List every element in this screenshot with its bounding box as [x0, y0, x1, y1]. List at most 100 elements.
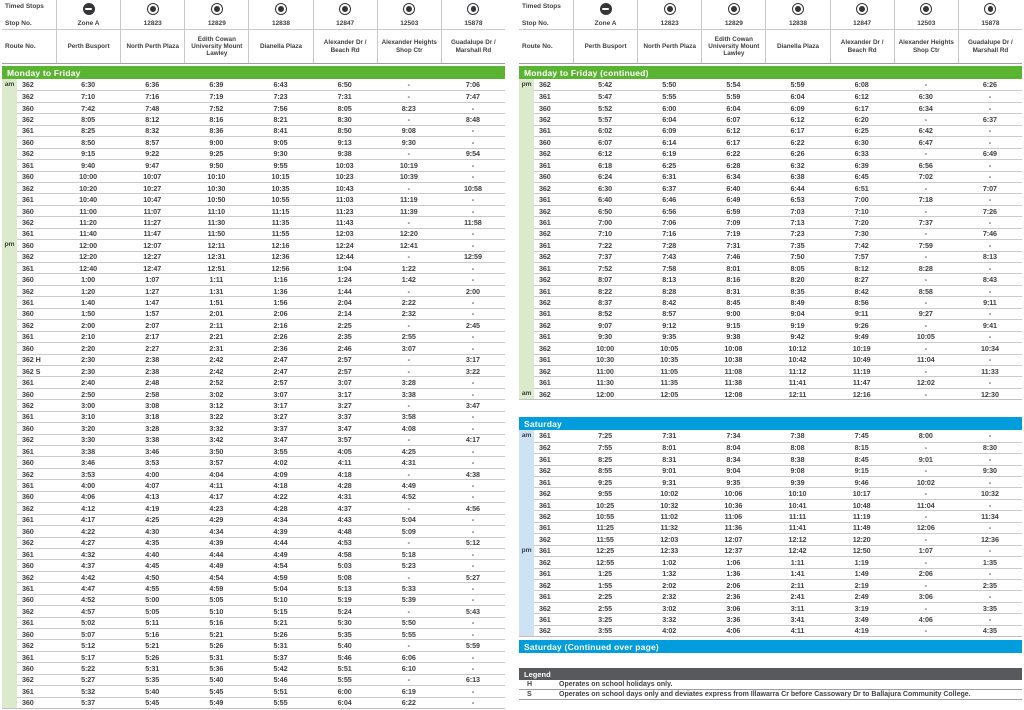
time-cell: 7:00 — [573, 216, 638, 227]
timetable-row: 361 9:30 9:35 9:38 9:42 9:49 10:05- — [519, 330, 1022, 343]
time-cell: 5:40 — [120, 685, 185, 696]
period-cell — [2, 136, 17, 148]
time-cell: 4:00 — [56, 479, 121, 490]
time-cell: 11:03 — [312, 193, 377, 204]
time-cell: 7:57 — [829, 250, 894, 262]
timetable-row: 362 7:10 7:16 7:19 7:23 7:31-7:47 — [2, 90, 505, 102]
time-cell: 1:25 — [573, 567, 638, 579]
stop-number-cell: 12847 — [313, 0, 377, 30]
time-cell: 3:36 — [701, 613, 766, 624]
stop-number: 12829 — [207, 20, 226, 27]
route-number-cell: 360 — [17, 136, 56, 147]
period-cell — [519, 601, 534, 614]
time-cell: 12:25 — [573, 544, 638, 556]
time-cell: 6:31 — [637, 170, 702, 182]
time-cell: 10:15 — [248, 170, 313, 182]
time-cell: 4:25 — [376, 445, 441, 456]
stop-column: Zone A Perth Busport — [56, 0, 121, 63]
time-cell: 8:48 — [440, 113, 505, 124]
route-number-cell: 361 — [17, 330, 56, 342]
time-cell: - — [988, 431, 992, 441]
time-cell: 2:25 — [573, 590, 638, 601]
time-cell: 1:20 — [56, 284, 121, 296]
stop-name: Alexander Dr / Beach Rd — [323, 39, 367, 54]
time-cell: 4:43 — [312, 513, 377, 525]
timetable-row: 361 5:02 5:11 5:16 5:21 5:30 5:50- — [2, 616, 505, 628]
time-cell: - — [957, 124, 1022, 136]
time-cell: - — [376, 90, 441, 101]
period-cell — [2, 479, 17, 491]
time-cell: 10:39 — [376, 170, 441, 182]
time-cell: 5:45 — [120, 696, 185, 708]
time-cell: 5:24 — [312, 605, 377, 616]
time-cell: 6:30 — [81, 80, 96, 90]
timetable-row: 362 6:12 6:19 6:22 6:26 6:33-6:49 — [519, 147, 1022, 160]
time-cell: 5:52 — [573, 101, 638, 113]
time-cell: - — [440, 696, 505, 708]
time-cell: 7:18 — [893, 193, 958, 204]
period-cell — [519, 376, 534, 388]
route-no-label: Route No. — [5, 43, 36, 50]
stop-number-cell: Zone A — [57, 0, 121, 30]
period-cell — [519, 136, 534, 148]
time-cell: 12:07 — [120, 239, 185, 250]
time-cell: 4:39 — [248, 525, 313, 536]
time-cell: 8:07 — [573, 273, 638, 284]
timetable-row: 362 11:55 12:03 12:07 12:12 12:20-12:36 — [519, 533, 1022, 545]
time-cell: 2:04 — [312, 296, 377, 307]
time-cell: 2:35 — [957, 578, 1022, 590]
time-cell: 8:27 — [829, 273, 894, 284]
time-cell: 10:20 — [56, 181, 121, 193]
time-cell: 11:34 — [957, 510, 1022, 521]
time-cell: - — [407, 80, 410, 90]
route-number-cell: 361 — [534, 476, 573, 487]
time-cell: 7:23 — [248, 90, 313, 101]
time-cell: 7:47 — [440, 90, 505, 101]
time-cell: 5:42 — [248, 662, 313, 673]
time-cell: 10:40 — [56, 193, 121, 204]
timetable-row: 361 3:38 3:46 3:50 3:55 4:05 4:25- — [2, 445, 505, 457]
stop-number: 12503 — [400, 20, 419, 27]
time-cell: 3:38 — [120, 433, 185, 445]
route-number-cell: 362 — [534, 113, 573, 124]
time-cell: 8:34 — [701, 453, 766, 464]
time-cell: 10:27 — [120, 181, 185, 193]
time-cell: 3:41 — [765, 613, 830, 624]
stop-name-cell: Dianella Plaza — [249, 30, 312, 63]
time-cell: 7:48 — [120, 101, 185, 113]
time-cell: 3:53 — [120, 456, 185, 467]
period-cell — [519, 330, 534, 343]
time-cell: 7:43 — [637, 250, 702, 262]
timed-stop-icon — [403, 3, 416, 15]
time-cell: 6:19 — [376, 685, 441, 696]
time-cell: 12:16 — [248, 239, 313, 250]
timetable-row: 361 1:40 1:47 1:51 1:56 2:04 2:22- — [2, 296, 505, 308]
period-cell — [2, 250, 17, 262]
route-number-cell: 361 — [17, 445, 56, 456]
period-cell — [2, 536, 17, 548]
time-cell: 11:19 — [829, 364, 894, 376]
period-cell — [2, 181, 17, 194]
time-cell: 11:49 — [829, 521, 894, 533]
stop-column: 15878 Guadalupe Dr / Marshall Rd — [440, 0, 505, 63]
time-cell: 6:25 — [637, 159, 702, 170]
time-cell: 4:52 — [56, 593, 121, 605]
stop-number-cell: 12503 — [377, 0, 441, 30]
time-cell: 12:51 — [184, 262, 249, 273]
time-cell: 6:08 — [854, 80, 869, 90]
route-number-cell: 360 — [17, 490, 56, 502]
time-cell: 1:44 — [312, 284, 377, 296]
time-cell: 7:06 — [637, 216, 702, 227]
route-number-cell: 362 — [17, 250, 56, 262]
time-cell: 5:31 — [184, 650, 249, 662]
time-cell: - — [893, 624, 958, 636]
time-cell: 9:38 — [701, 330, 766, 342]
route-number-cell: 361 — [534, 453, 573, 464]
time-cell: 7:09 — [701, 216, 766, 227]
time-cell: 9:54 — [440, 147, 505, 159]
time-cell: 10:41 — [765, 498, 830, 510]
time-cell: 1:27 — [120, 284, 185, 296]
time-cell: 6:44 — [765, 181, 830, 193]
time-cell: 6:49 — [957, 147, 1022, 159]
time-cell: 1:36 — [701, 567, 766, 579]
